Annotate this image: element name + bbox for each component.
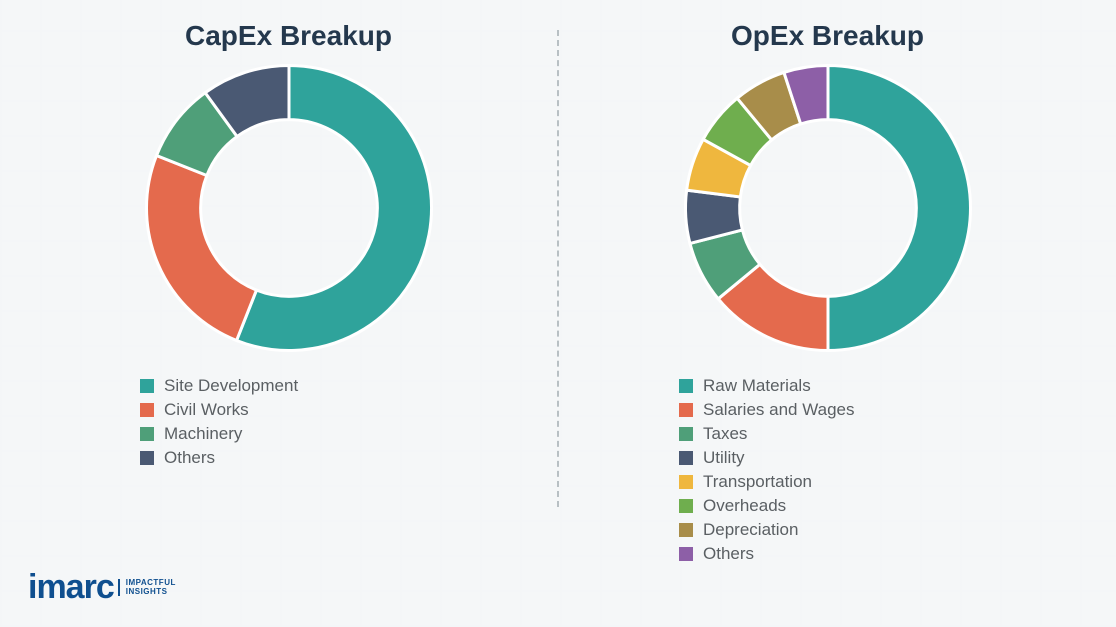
legend-swatch-icon (679, 379, 693, 393)
legend-label: Others (703, 544, 754, 564)
legend-swatch-icon (679, 523, 693, 537)
legend-swatch-icon (679, 403, 693, 417)
logo-i: i (28, 568, 36, 607)
legend-label: Others (164, 448, 215, 468)
donut-slice (828, 66, 971, 351)
legend-swatch-icon (679, 499, 693, 513)
donut-slice (146, 156, 256, 341)
legend-item: Salaries and Wages (679, 400, 855, 420)
legend-item: Utility (679, 448, 855, 468)
legend-item: Site Development (140, 376, 298, 396)
capex-panel: CapEx Breakup Site Development Civil Work… (30, 20, 547, 547)
legend-swatch-icon (140, 403, 154, 417)
legend-swatch-icon (679, 475, 693, 489)
legend-label: Salaries and Wages (703, 400, 855, 420)
legend-item: Taxes (679, 424, 855, 444)
logo-tagline: IMPACTFUL INSIGHTS (118, 579, 176, 597)
logo-tag-line2: INSIGHTS (126, 587, 168, 596)
capex-legend: Site Development Civil Works Machinery Othe… (140, 372, 298, 472)
legend-swatch-icon (140, 427, 154, 441)
legend-item: Others (140, 448, 298, 468)
logo-mark: iimarcmarc (28, 568, 114, 607)
legend-item: Machinery (140, 424, 298, 444)
legend-item: Raw Materials (679, 376, 855, 396)
legend-label: Civil Works (164, 400, 249, 420)
capex-title: CapEx Breakup (185, 20, 392, 52)
legend-label: Transportation (703, 472, 812, 492)
opex-panel: OpEx Breakup Raw Materials Salaries and W… (569, 20, 1086, 547)
legend-item: Civil Works (140, 400, 298, 420)
opex-donut (678, 58, 978, 358)
legend-label: Taxes (703, 424, 747, 444)
legend-item: Depreciation (679, 520, 855, 540)
legend-label: Overheads (703, 496, 786, 516)
opex-legend: Raw Materials Salaries and Wages Taxes Util… (679, 372, 855, 568)
legend-item: Overheads (679, 496, 855, 516)
legend-label: Depreciation (703, 520, 798, 540)
logo-tag-line1: IMPACTFUL (126, 578, 176, 587)
capex-donut (139, 58, 439, 358)
legend-label: Raw Materials (703, 376, 811, 396)
opex-title: OpEx Breakup (731, 20, 924, 52)
legend-swatch-icon (679, 547, 693, 561)
legend-label: Site Development (164, 376, 298, 396)
legend-swatch-icon (140, 379, 154, 393)
legend-swatch-icon (679, 451, 693, 465)
legend-label: Machinery (164, 424, 242, 444)
charts-container: CapEx Breakup Site Development Civil Work… (0, 0, 1116, 627)
legend-swatch-icon (679, 427, 693, 441)
legend-label: Utility (703, 448, 745, 468)
legend-item: Others (679, 544, 855, 564)
legend-item: Transportation (679, 472, 855, 492)
legend-swatch-icon (140, 451, 154, 465)
brand-logo: iimarcmarc IMPACTFUL INSIGHTS (28, 568, 176, 607)
panel-divider (557, 30, 559, 507)
